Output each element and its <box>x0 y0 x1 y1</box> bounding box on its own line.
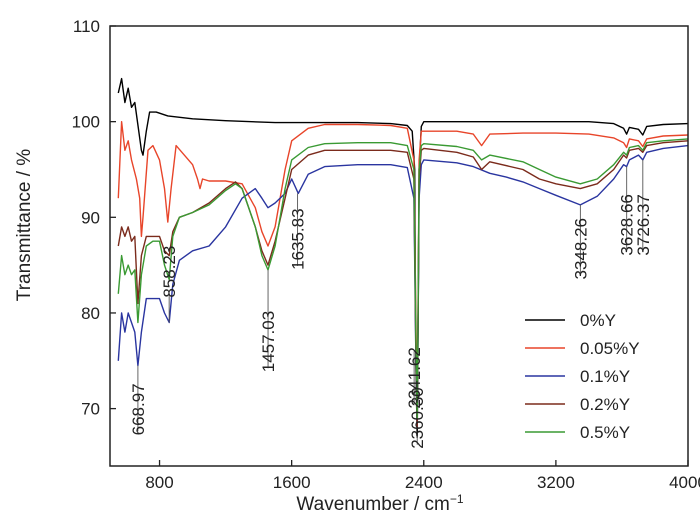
y-tick-label: 80 <box>81 304 100 323</box>
peak-label: 668.97 <box>129 383 148 435</box>
y-tick-label: 110 <box>73 17 100 36</box>
peak-label: 2341.62 <box>405 347 424 408</box>
legend-label: 0.05%Y <box>580 339 640 358</box>
series-line-0-y <box>117 77 689 438</box>
annotation-layer: 668.97 858.23 1457.03 1635.83 2360.302341.62… <box>129 159 653 449</box>
peak-label: 3726.37 <box>634 194 653 255</box>
series-line-0-2-y <box>117 140 689 429</box>
legend-label: 0%Y <box>580 311 616 330</box>
series-line-0-1-y <box>117 144 689 429</box>
peak-label: 1635.83 <box>289 208 308 269</box>
plot-frame <box>109 25 689 467</box>
y-axis-ticks: 70 80 90 100 110 <box>72 17 116 419</box>
peak-label: 1457.03 <box>259 311 278 372</box>
peak-label: 858.23 <box>160 246 179 298</box>
x-tick-label: 3200 <box>537 473 575 492</box>
x-tick-label: 4000 <box>669 473 700 492</box>
legend: 0%Y 0.05%Y 0.1%Y 0.2%Y 0.5%Y <box>525 311 640 442</box>
legend-label: 0.1%Y <box>580 367 630 386</box>
y-tick-label: 70 <box>81 400 100 419</box>
peak-label: 2360.30 <box>408 387 427 448</box>
x-tick-label: 2400 <box>405 473 443 492</box>
legend-label: 0.5%Y <box>580 423 630 442</box>
x-axis-title-text: Wavenumber / cm <box>296 494 449 515</box>
x-axis-ticks: 800 1600 2400 3200 4000 <box>145 460 700 492</box>
x-axis-title-superscript: −1 <box>450 492 464 506</box>
y-axis-title: Transmittance / % <box>14 149 35 302</box>
y-tick-label: 90 <box>81 208 100 227</box>
x-axis-title: Wavenumber / cm−1 <box>296 492 463 515</box>
x-tick-label: 800 <box>145 473 173 492</box>
x-tick-label: 1600 <box>273 473 311 492</box>
series-line-0-05-y <box>117 121 689 410</box>
series-line-0-5-y <box>117 138 689 419</box>
series-layer <box>117 77 689 438</box>
legend-label: 0.2%Y <box>580 395 630 414</box>
peak-label: 3628.66 <box>618 194 637 255</box>
peak-label: 3348.26 <box>571 218 590 279</box>
y-tick-label: 100 <box>72 113 100 132</box>
